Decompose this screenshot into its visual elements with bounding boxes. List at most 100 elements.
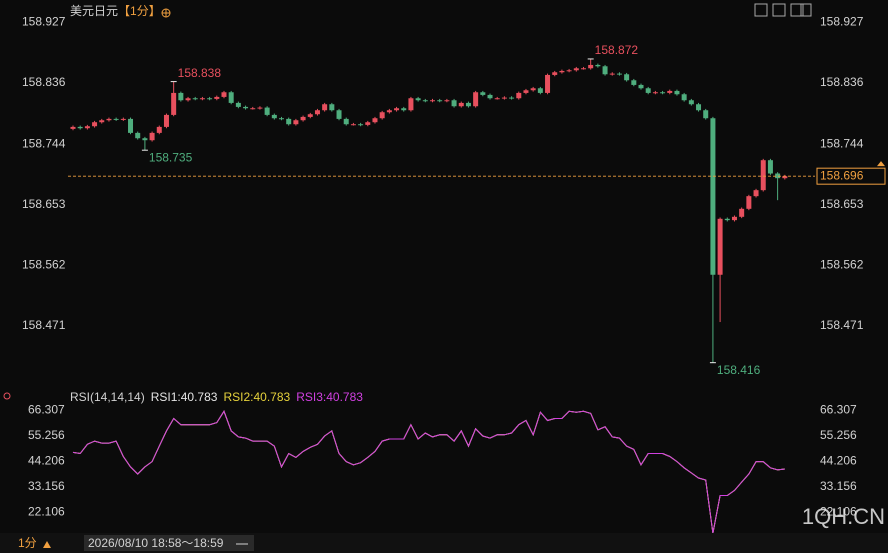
candle-body: [120, 118, 126, 120]
y-tick-label: 158.836: [22, 75, 66, 89]
candle-body: [128, 118, 134, 133]
rsi-legend: RSI(14,14,14) RSI1:40.783 RSI2:40.783 RSI3:…: [70, 390, 363, 404]
candle-body: [286, 118, 292, 125]
last-price-label: 158.696: [820, 168, 864, 182]
candle-body: [523, 90, 529, 93]
legend-separator: :: [250, 390, 253, 404]
tool-button[interactable]: [790, 3, 804, 17]
candle-body: [243, 106, 249, 109]
candle-body: [724, 218, 730, 221]
candle-body: [638, 84, 644, 89]
candle-body: [487, 94, 493, 99]
low-annotation: 158.416: [717, 363, 761, 377]
y-tick-label: 44.206: [820, 453, 857, 467]
candle-body: [322, 104, 328, 111]
candle-body: [739, 208, 745, 217]
candle-body: [329, 104, 335, 111]
candle-body: [717, 218, 723, 275]
y-tick-label: 158.562: [820, 258, 864, 272]
candle-body: [142, 138, 148, 141]
candle-body: [710, 118, 716, 275]
candle-body: [415, 98, 421, 101]
candle-body: [279, 118, 285, 120]
candle-body: [537, 88, 543, 93]
candle-body: [688, 100, 694, 105]
y-tick-label: 66.307: [820, 402, 857, 416]
candle-body: [149, 132, 155, 141]
candle-body: [221, 92, 227, 97]
candle-body: [271, 114, 277, 119]
candle-body: [264, 107, 270, 115]
candle-body: [501, 97, 507, 99]
candle-body: [652, 92, 658, 94]
candle-body: [624, 74, 630, 81]
y-tick-label: 22.106: [28, 504, 65, 518]
candle-body: [451, 100, 457, 107]
candle-body: [92, 122, 98, 127]
legend-value: 40.783: [326, 390, 363, 404]
candle-body: [365, 122, 371, 125]
candle-body: [616, 73, 622, 75]
candle-body: [458, 102, 464, 107]
low-annotation: 158.735: [149, 150, 193, 164]
y-tick-label: 22.106: [820, 504, 857, 518]
candle-body: [300, 116, 306, 121]
legend-name: RSI1: [151, 390, 178, 404]
legend-name: RSI3: [296, 390, 323, 404]
candle-body: [782, 176, 788, 179]
candle-body: [163, 114, 169, 127]
candle-body: [214, 96, 220, 99]
candle-body: [559, 70, 565, 73]
candle-body: [703, 110, 709, 119]
candle-body: [293, 120, 299, 125]
legend-value: 40.783: [181, 390, 218, 404]
candle-body: [422, 100, 428, 102]
candle-body: [580, 68, 586, 70]
candle-body: [746, 196, 752, 209]
candle-body: [401, 108, 407, 111]
interval: 【1分】: [118, 4, 161, 18]
candle-body: [307, 114, 313, 117]
candle-body: [509, 97, 515, 99]
candle-body: [84, 126, 90, 129]
tool-button[interactable]: [754, 3, 768, 17]
candle-body: [379, 112, 385, 119]
candle-body: [336, 110, 342, 119]
period[interactable]: 1分: [18, 536, 37, 550]
y-tick-label: 55.256: [820, 428, 857, 442]
tool-button[interactable]: [800, 3, 812, 17]
candle-body: [767, 160, 773, 174]
candle-body: [192, 98, 198, 100]
high-annotation: 158.838: [178, 66, 222, 80]
symbol: 美元日元: [70, 4, 118, 18]
candle-body: [588, 64, 594, 69]
candle-body: [530, 88, 536, 91]
candle-body: [667, 90, 673, 93]
candle-body: [350, 124, 356, 126]
candle-body: [609, 73, 615, 75]
candle-body: [566, 70, 572, 72]
chart-title: 美元日元【1分】: [70, 4, 161, 18]
y-tick-label: 33.156: [820, 479, 857, 493]
candle-body: [645, 88, 651, 93]
candle-body: [394, 108, 400, 111]
candle-body: [235, 102, 241, 107]
candle-body: [631, 80, 637, 85]
candle-body: [444, 100, 450, 102]
candle-body: [70, 126, 76, 129]
candle-body: [106, 118, 112, 121]
legend-separator: :: [323, 390, 326, 404]
period-arrow[interactable]: [43, 541, 51, 548]
candle-body: [178, 92, 184, 101]
candle-body: [437, 100, 443, 102]
watermark: 1QH.CN: [802, 504, 885, 529]
legend-separator: :: [177, 390, 180, 404]
tool-button[interactable]: [772, 3, 786, 17]
rsi-title: RSI(14,14,14): [70, 390, 145, 404]
candle-body: [660, 92, 666, 94]
y-tick-label: 66.307: [28, 402, 65, 416]
indicator-icon[interactable]: [3, 392, 11, 400]
